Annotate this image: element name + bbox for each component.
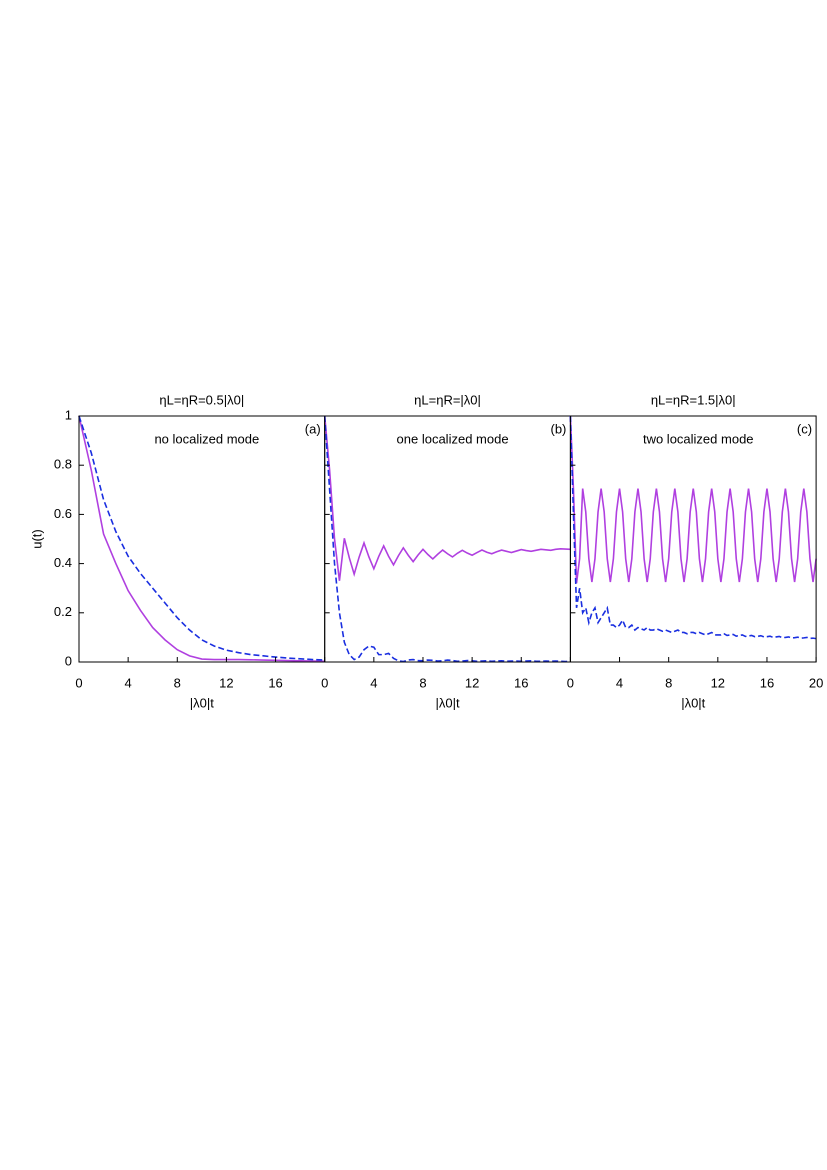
panel-title: ηL=ηR=1.5|λ0| [651, 392, 736, 407]
x-axis-label: |λ0|t [190, 695, 214, 710]
x-tick-label: 4 [616, 675, 623, 690]
x-tick-label: 20 [809, 675, 823, 690]
annotation: one localized mode [397, 431, 509, 446]
panel-label: (b) [551, 421, 567, 436]
y-tick-label: 0.8 [54, 457, 72, 472]
panel-title: ηL=ηR=0.5|λ0| [159, 392, 244, 407]
panel-frame [569, 415, 817, 663]
annotation: two localized mode [643, 431, 754, 446]
y-axis-label: u(t) [29, 529, 44, 549]
x-tick-label: 8 [419, 675, 426, 690]
y-tick-label: 0.4 [54, 555, 72, 570]
x-tick-label: 16 [760, 675, 774, 690]
series-line [569, 415, 817, 640]
series-line [78, 415, 325, 663]
x-tick-label: 12 [465, 675, 479, 690]
x-tick-label: 0 [75, 675, 82, 690]
y-tick-label: 1 [65, 407, 72, 422]
panel-title: ηL=ηR=|λ0| [414, 392, 481, 407]
panel-label: (a) [305, 421, 321, 436]
x-tick-label: 16 [268, 675, 282, 690]
x-tick-label: 0 [567, 675, 574, 690]
annotation: no localized mode [154, 431, 259, 446]
panel-label: (c) [797, 421, 812, 436]
x-tick-label: 4 [370, 675, 377, 690]
series-line [78, 415, 325, 661]
y-tick-label: 0.6 [54, 506, 72, 521]
panel-frame [324, 415, 571, 663]
x-tick-label: 12 [219, 675, 233, 690]
x-axis-label: |λ0|t [435, 695, 459, 710]
panel-frame [78, 415, 326, 663]
series-line [569, 415, 817, 584]
series-line [323, 415, 571, 581]
x-tick-label: 4 [125, 675, 132, 690]
x-tick-label: 8 [174, 675, 181, 690]
y-tick-label: 0.2 [54, 604, 72, 619]
x-tick-label: 12 [711, 675, 725, 690]
series-line [323, 415, 571, 663]
y-tick-label: 0 [65, 653, 72, 668]
x-axis-label: |λ0|t [681, 695, 705, 710]
x-tick-label: 0 [321, 675, 328, 690]
x-tick-label: 16 [514, 675, 528, 690]
x-tick-label: 8 [665, 675, 672, 690]
